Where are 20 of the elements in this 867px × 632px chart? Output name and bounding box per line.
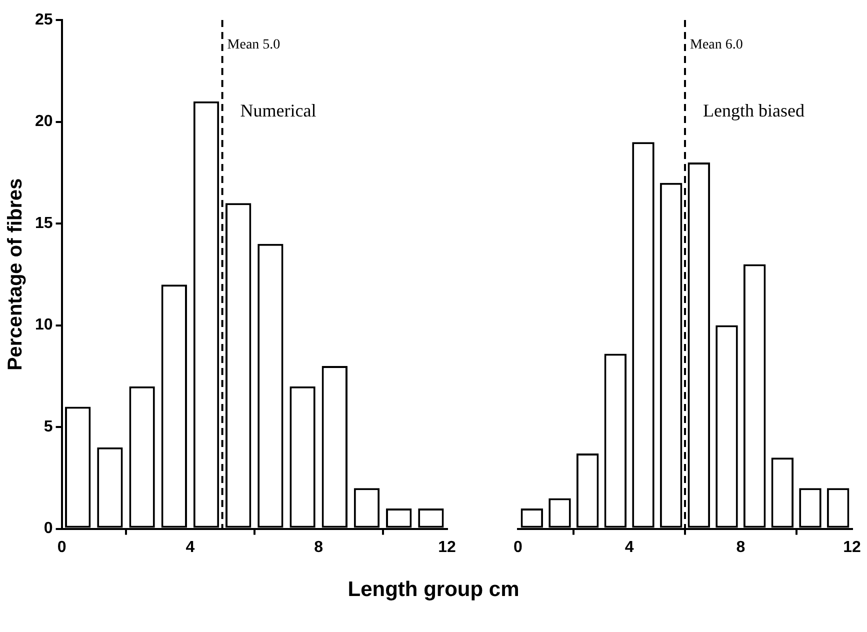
x-tick-label: 8 <box>314 538 324 556</box>
y-tick-label: 0 <box>44 520 53 538</box>
y-tick-label: 10 <box>35 316 53 334</box>
x-tick-label: 0 <box>514 538 523 556</box>
x-tick-label: 12 <box>843 538 861 556</box>
x-tick-label: 0 <box>57 538 66 556</box>
x-axis-title: Length group cm <box>346 578 520 602</box>
ref-line-label: Mean 6.0 <box>690 38 743 53</box>
x-tick-label: 8 <box>736 538 746 556</box>
x-tick-label: 4 <box>624 538 634 556</box>
annotation: Numerical <box>240 100 316 121</box>
ref-line-label: Mean 5.0 <box>227 38 280 53</box>
x-tick-label: 4 <box>186 538 195 556</box>
y-tick-label: 15 <box>35 214 53 232</box>
y-tick-label: 25 <box>35 11 53 28</box>
annotation: Length biased <box>703 100 804 121</box>
x-tick-label: 12 <box>438 538 456 556</box>
y-tick-label: 5 <box>44 418 53 436</box>
y-axis-title: Percentage of fibres <box>4 178 27 371</box>
y-tick-label: 20 <box>35 113 53 130</box>
